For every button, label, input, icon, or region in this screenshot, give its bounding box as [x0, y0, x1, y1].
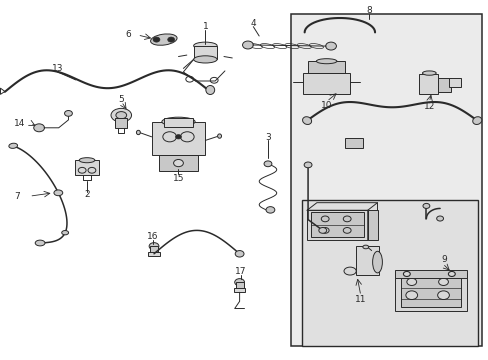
Ellipse shape: [234, 279, 244, 286]
Ellipse shape: [149, 243, 159, 250]
Ellipse shape: [422, 71, 435, 75]
Ellipse shape: [304, 162, 311, 168]
Bar: [159, 155, 198, 171]
Bar: [75, 160, 99, 175]
Circle shape: [153, 37, 160, 42]
Ellipse shape: [116, 112, 126, 119]
Ellipse shape: [318, 228, 326, 233]
Bar: [233, 288, 245, 292]
Text: 3: 3: [264, 133, 270, 142]
Bar: [367, 210, 377, 240]
Circle shape: [437, 291, 448, 300]
Bar: [418, 74, 437, 94]
Ellipse shape: [302, 117, 311, 125]
Ellipse shape: [162, 117, 195, 126]
Ellipse shape: [150, 34, 177, 45]
Text: 6: 6: [125, 31, 131, 40]
Bar: [150, 246, 158, 253]
Ellipse shape: [205, 86, 214, 95]
Bar: [307, 61, 344, 73]
Circle shape: [403, 271, 409, 276]
Text: 11: 11: [354, 295, 366, 304]
Bar: [193, 46, 217, 59]
Bar: [344, 138, 363, 148]
Bar: [400, 278, 460, 307]
Bar: [235, 282, 243, 289]
Text: 14: 14: [14, 119, 25, 128]
Text: 5: 5: [118, 95, 124, 104]
Circle shape: [438, 278, 447, 285]
Ellipse shape: [54, 190, 62, 196]
Ellipse shape: [265, 207, 274, 213]
Bar: [448, 78, 460, 87]
Bar: [151, 122, 205, 155]
Ellipse shape: [422, 203, 429, 208]
Ellipse shape: [264, 161, 271, 167]
Text: 10: 10: [320, 101, 332, 110]
Ellipse shape: [362, 245, 368, 249]
Ellipse shape: [217, 134, 221, 138]
Text: 7: 7: [14, 192, 20, 201]
Ellipse shape: [344, 267, 355, 275]
Circle shape: [405, 291, 417, 300]
Text: 1: 1: [202, 22, 208, 31]
Text: 8: 8: [366, 6, 371, 15]
Bar: [437, 78, 450, 92]
Bar: [310, 212, 363, 237]
Bar: [163, 118, 193, 127]
Circle shape: [447, 271, 454, 276]
Bar: [306, 210, 367, 240]
Ellipse shape: [193, 42, 217, 49]
Text: 4: 4: [250, 19, 256, 28]
Circle shape: [167, 37, 174, 42]
Ellipse shape: [9, 143, 18, 148]
Bar: [394, 273, 466, 311]
Ellipse shape: [34, 124, 44, 132]
Ellipse shape: [235, 251, 244, 257]
Ellipse shape: [325, 42, 336, 50]
Text: 12: 12: [423, 102, 434, 111]
Ellipse shape: [193, 56, 217, 63]
Ellipse shape: [64, 111, 72, 116]
Ellipse shape: [436, 216, 443, 221]
Ellipse shape: [372, 251, 382, 273]
Ellipse shape: [111, 108, 131, 122]
Text: 2: 2: [84, 190, 90, 199]
Text: 16: 16: [146, 233, 158, 242]
Ellipse shape: [242, 41, 253, 49]
Ellipse shape: [173, 159, 183, 167]
Bar: [301, 200, 477, 346]
Ellipse shape: [79, 158, 95, 163]
Bar: [394, 270, 466, 278]
Circle shape: [175, 135, 181, 139]
Bar: [115, 118, 127, 128]
Ellipse shape: [472, 117, 481, 125]
Bar: [355, 246, 379, 275]
Text: 13: 13: [52, 64, 63, 73]
Text: 17: 17: [234, 267, 246, 276]
Ellipse shape: [61, 230, 68, 235]
Ellipse shape: [35, 240, 45, 246]
Bar: [303, 73, 349, 94]
Bar: [148, 252, 160, 256]
Circle shape: [406, 278, 416, 285]
Text: 9: 9: [440, 256, 446, 264]
Ellipse shape: [136, 130, 140, 135]
Text: 15: 15: [172, 174, 184, 183]
Bar: [290, 14, 481, 346]
Ellipse shape: [316, 59, 336, 64]
